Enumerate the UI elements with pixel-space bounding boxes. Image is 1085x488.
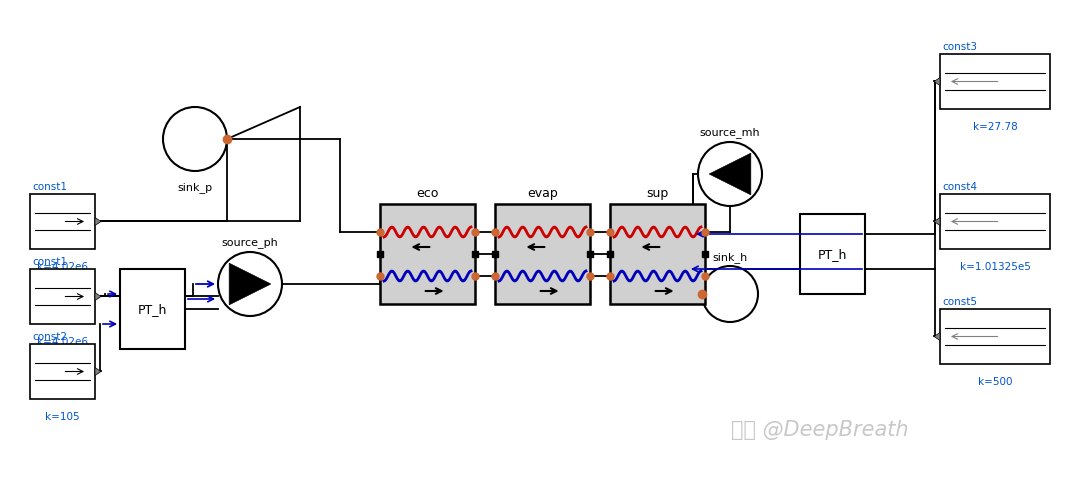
Bar (30, 269, 95, 325)
Text: const5: const5 (942, 296, 976, 306)
Text: const1: const1 (31, 257, 67, 266)
Bar (30, 195, 95, 249)
Text: evap: evap (527, 186, 558, 200)
Text: 知乎 @DeepBreath: 知乎 @DeepBreath (731, 419, 909, 439)
Text: PT_h: PT_h (138, 303, 167, 316)
Text: source_ph: source_ph (221, 237, 279, 247)
Bar (380, 204, 475, 305)
Polygon shape (95, 218, 101, 226)
Text: sup: sup (647, 186, 668, 200)
Circle shape (698, 142, 762, 206)
Polygon shape (934, 218, 940, 226)
Text: const4: const4 (942, 182, 976, 192)
Bar (495, 204, 590, 305)
Polygon shape (934, 333, 940, 341)
Text: PT_h: PT_h (818, 248, 847, 261)
Text: k=500: k=500 (978, 376, 1012, 386)
Bar (800, 215, 865, 294)
Bar (940, 55, 1050, 110)
Polygon shape (229, 264, 271, 305)
Bar (30, 345, 95, 399)
Polygon shape (934, 79, 940, 86)
Text: k=1.01325e5: k=1.01325e5 (959, 262, 1031, 271)
Bar (120, 269, 186, 349)
Polygon shape (710, 154, 751, 195)
Bar (610, 204, 705, 305)
Text: const2: const2 (31, 331, 67, 341)
Bar (940, 195, 1050, 249)
Text: const1: const1 (31, 182, 67, 192)
Text: source_mh: source_mh (700, 127, 761, 138)
Polygon shape (95, 368, 101, 376)
Circle shape (163, 108, 227, 172)
Text: sink_h: sink_h (713, 252, 748, 263)
Text: k=4.02e6: k=4.02e6 (37, 336, 88, 346)
Text: sink_p: sink_p (178, 182, 213, 192)
Bar (940, 309, 1050, 364)
Text: k=105: k=105 (46, 411, 80, 421)
Text: k=4.02e6: k=4.02e6 (37, 262, 88, 271)
Text: const3: const3 (942, 42, 976, 52)
Circle shape (702, 266, 758, 323)
Circle shape (218, 252, 282, 316)
Text: eco: eco (417, 186, 438, 200)
Text: k=27.78: k=27.78 (972, 122, 1018, 132)
Polygon shape (95, 293, 101, 301)
